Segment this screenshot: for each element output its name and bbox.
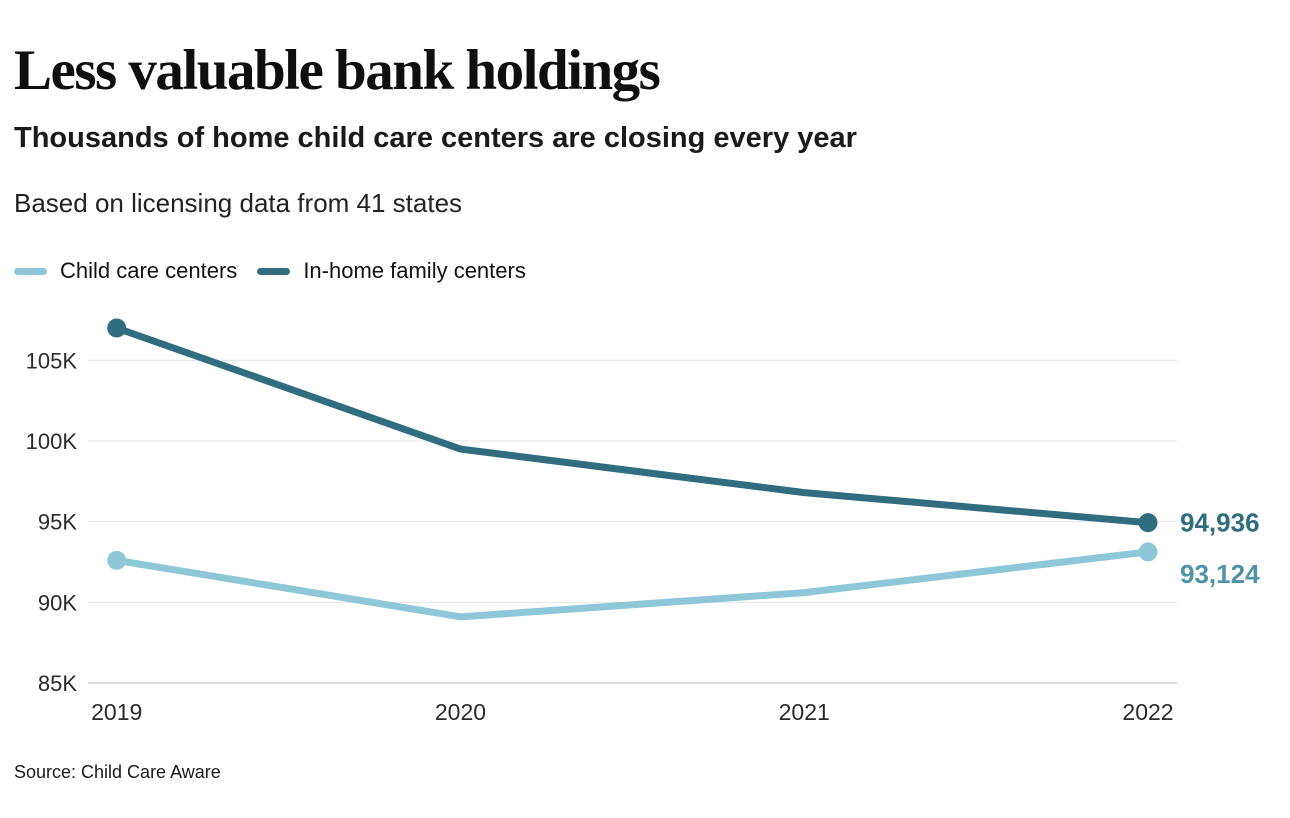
y-tick-label: 85K [38,671,77,696]
chart-subtitle: Thousands of home child care centers are… [14,122,857,154]
legend-label: In-home family centers [303,258,526,283]
y-tick-label: 105K [26,348,78,373]
legend-swatch-light-icon [14,267,47,275]
legend-item-child-care-centers: Child care centers [14,258,237,284]
y-tick-label: 100K [26,429,78,454]
series-end-label-child-care-centers: 93,124 [1180,559,1260,589]
chart-legend: Child care centers In-home family center… [14,258,526,284]
legend-swatch-dark-icon [257,267,291,275]
data-point-dot-child-care-centers [107,550,127,570]
x-tick-label: 2019 [91,699,142,725]
x-tick-label: 2022 [1122,699,1173,725]
series-end-label-in-home-family-centers: 94,936 [1180,508,1260,538]
chart-headline: Less valuable bank holdings [14,39,661,103]
legend-item-in-home-family-centers: In-home family centers [257,258,526,284]
source-note: Source: Child Care Aware [14,762,221,782]
line-chart: 85K 90K 95K 100K 105K 2019 2020 2021 2022 93,124 9… [26,318,1260,725]
x-tick-label: 2020 [435,699,486,725]
x-tick-label: 2021 [779,699,830,725]
y-tick-label: 90K [38,590,77,615]
legend-label: Child care centers [60,258,238,283]
series-line-child-care-centers [113,548,1152,621]
data-point-dot-in-home-family-centers [1138,513,1158,533]
data-point-dot-child-care-centers [1138,542,1158,562]
data-point-dot-in-home-family-centers [107,318,127,338]
y-tick-label: 95K [38,510,77,535]
chart-description: Based on licensing data from 41 states [14,188,463,218]
series-line-in-home-family-centers [113,324,1152,527]
